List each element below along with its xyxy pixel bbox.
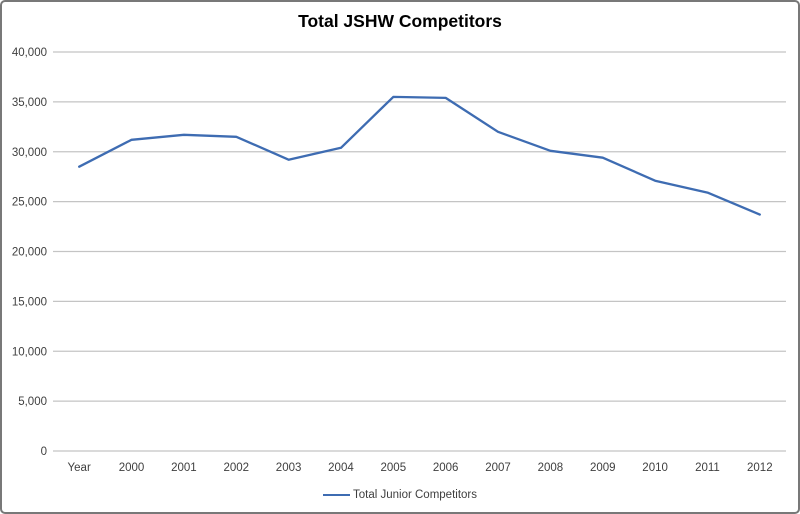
x-axis-tick-label: 2006 xyxy=(433,462,459,474)
x-axis-tick-label: 2002 xyxy=(223,462,249,474)
series-line-total-junior-competitors xyxy=(78,95,761,216)
x-axis-tick-label: 2010 xyxy=(642,462,668,474)
x-axis-tick-label: 2001 xyxy=(171,462,197,474)
x-axis-tick-label: 2000 xyxy=(119,462,145,474)
legend-series-label: Total Junior Competitors xyxy=(353,489,477,501)
y-axis-tick-label: 10,000 xyxy=(12,346,47,358)
legend-line-sample-icon xyxy=(323,494,350,496)
y-axis-tick-label: 35,000 xyxy=(12,97,47,109)
y-axis-tick-label: 40,000 xyxy=(12,47,47,59)
y-axis-tick-label: 30,000 xyxy=(12,147,47,159)
x-axis-tick-label: 2012 xyxy=(747,462,773,474)
y-axis-tick-label: 0 xyxy=(41,446,47,458)
x-axis-tick-label: 2011 xyxy=(695,462,720,474)
x-axis-tick-label: Year xyxy=(68,462,91,474)
x-axis-tick-label: 2008 xyxy=(538,462,564,474)
chart-title: Total JSHW Competitors xyxy=(298,11,502,31)
y-axis-tick-label: 25,000 xyxy=(12,197,47,209)
y-axis-tick-label: 15,000 xyxy=(12,296,47,308)
y-axis-tick-label: 20,000 xyxy=(12,247,47,259)
x-axis-tick-label: 2007 xyxy=(485,462,511,474)
x-axis-tick-label: 2009 xyxy=(590,462,616,474)
x-axis-tick-label: 2005 xyxy=(381,462,407,474)
legend: Total Junior Competitors xyxy=(2,489,798,501)
x-axis-tick-label: 2004 xyxy=(328,462,354,474)
x-axis-tick-label: 2003 xyxy=(276,462,302,474)
y-axis-tick-label: 5,000 xyxy=(18,396,47,408)
